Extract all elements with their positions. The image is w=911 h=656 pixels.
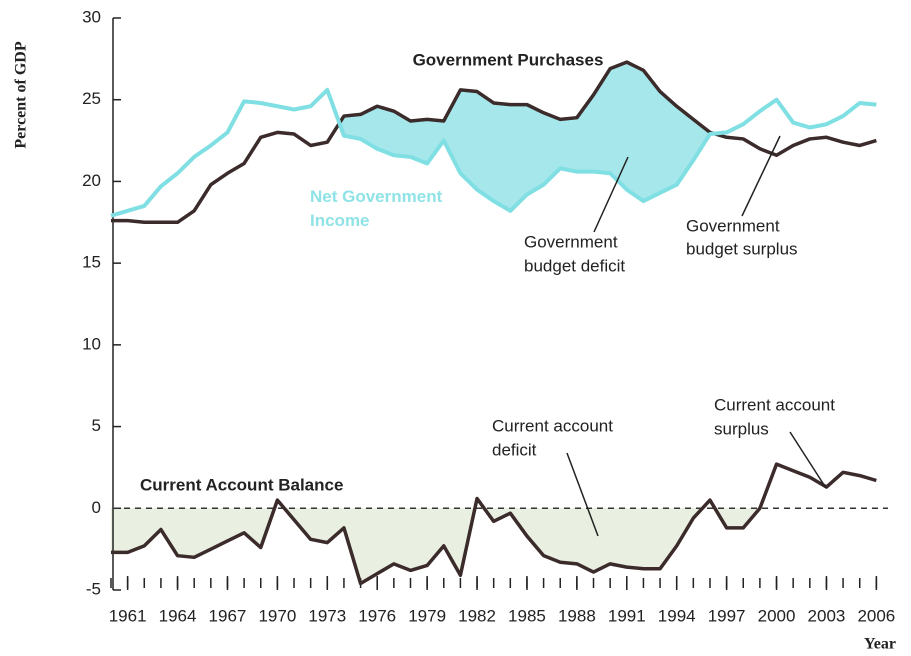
x-tick-label: 1967 bbox=[209, 606, 247, 625]
annotation: Government bbox=[686, 216, 780, 235]
annotation: Current account bbox=[714, 395, 835, 414]
y-axis-label: Percent of GDP bbox=[13, 41, 30, 148]
annotation: Government bbox=[524, 232, 618, 251]
x-tick-label: 1994 bbox=[658, 606, 696, 625]
budget-deficit-area bbox=[609, 61, 628, 191]
leader-line bbox=[566, 452, 599, 537]
annotation: deficit bbox=[492, 440, 537, 459]
x-tick-label: 1988 bbox=[558, 606, 596, 625]
axes: -5 0 5 10 15 20 25 30 1961 1964 1967 1970 1973 1976 19… bbox=[82, 7, 895, 625]
leader-line bbox=[789, 431, 827, 489]
current-account-deficit-area bbox=[360, 508, 378, 584]
x-tick-label: 2006 bbox=[857, 606, 895, 625]
x-tick-label: 1979 bbox=[408, 606, 446, 625]
budget-deficit-area bbox=[476, 91, 494, 202]
x-tick-label: 1973 bbox=[308, 606, 346, 625]
current-account-deficit-area bbox=[443, 508, 461, 577]
annotation: budget surplus bbox=[686, 239, 798, 258]
lines bbox=[110, 60, 877, 586]
budget-deficit-area bbox=[559, 117, 578, 172]
fills bbox=[110, 61, 761, 584]
y-tick-label: 0 bbox=[92, 498, 101, 517]
series-line bbox=[111, 60, 877, 225]
x-tick-label: 2000 bbox=[758, 606, 796, 625]
current-account-deficit-area bbox=[543, 508, 561, 563]
budget-deficit-area bbox=[659, 90, 677, 194]
y-tick-label: 20 bbox=[82, 171, 101, 190]
current-account-deficit-area bbox=[310, 508, 328, 543]
x-axis-label: Year bbox=[864, 636, 896, 653]
x-tick-label: 1997 bbox=[708, 606, 746, 625]
current-account-deficit-area bbox=[393, 508, 411, 571]
x-tick-label: 1961 bbox=[109, 606, 147, 625]
x-tick-label: 2003 bbox=[808, 606, 846, 625]
current-account-deficit-area bbox=[593, 508, 611, 573]
series-line bbox=[111, 462, 877, 586]
annotation: surplus bbox=[714, 419, 769, 438]
current-account-deficit-area bbox=[726, 508, 744, 529]
budget-deficit-area bbox=[493, 102, 511, 212]
current-account-deficit-area bbox=[559, 508, 578, 565]
budget-deficit-area bbox=[526, 104, 544, 195]
leader-line bbox=[741, 135, 781, 217]
y-tick-label: 30 bbox=[82, 7, 101, 26]
current-account-deficit-area bbox=[410, 508, 428, 571]
series-label: Current Account Balance bbox=[140, 475, 343, 494]
y-tick-label: 5 bbox=[92, 416, 101, 435]
x-tick-label: 1991 bbox=[608, 606, 646, 625]
y-tick-label: 15 bbox=[82, 253, 101, 272]
leader-line bbox=[593, 156, 629, 233]
x-tick-label: 1970 bbox=[258, 606, 296, 625]
y-tick-label: 25 bbox=[82, 89, 101, 108]
x-tick-label: 1964 bbox=[159, 606, 197, 625]
x-tick-label: 1982 bbox=[458, 606, 496, 625]
series-line bbox=[110, 87, 877, 218]
budget-deficit-area bbox=[626, 61, 644, 202]
x-tick-label: 1985 bbox=[508, 606, 546, 625]
current-account-deficit-area bbox=[626, 508, 644, 570]
y-tick-label: -5 bbox=[86, 579, 101, 598]
annotation: Current account bbox=[492, 416, 613, 435]
y-tick-label: 10 bbox=[82, 334, 101, 353]
annotation: budget deficit bbox=[524, 256, 625, 275]
series-label: Government Purchases bbox=[413, 50, 604, 69]
series-label: Net Government Income bbox=[310, 187, 443, 230]
x-tick-label: 1976 bbox=[358, 606, 396, 625]
current-account-deficit-area bbox=[609, 508, 628, 568]
annotations: Government Purchases Current Account Bal… bbox=[140, 50, 835, 537]
current-account-deficit-area bbox=[643, 508, 661, 570]
current-account-deficit-area bbox=[144, 508, 162, 547]
current-account-deficit-area bbox=[177, 508, 195, 558]
